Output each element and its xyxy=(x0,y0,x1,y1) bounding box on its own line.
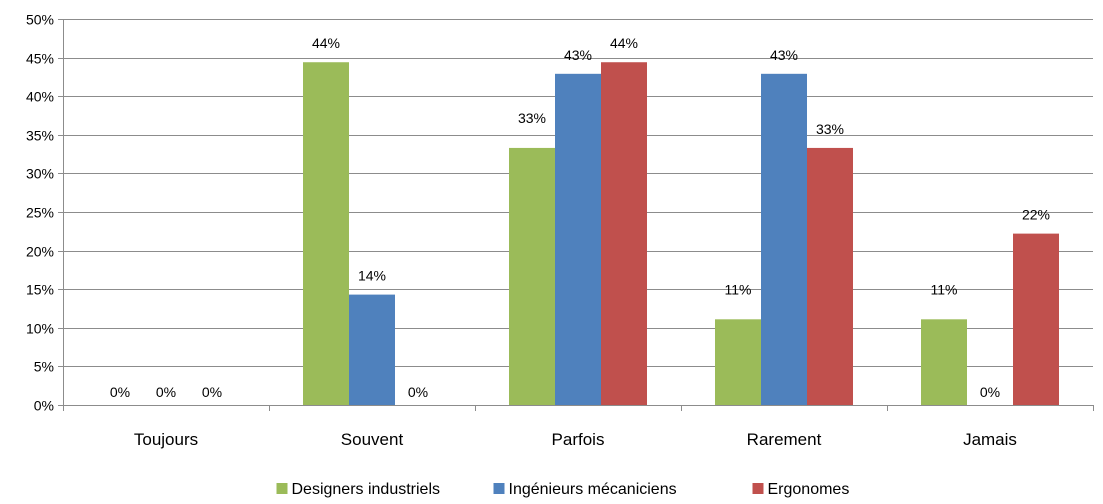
bar xyxy=(715,319,761,405)
data-label: 33% xyxy=(518,110,546,126)
data-label: 11% xyxy=(725,281,752,297)
legend-label: Designers industriels xyxy=(292,481,441,498)
legend-swatch xyxy=(494,483,505,494)
data-label: 43% xyxy=(770,47,798,63)
legend-item: Ingénieurs mécaniciens xyxy=(494,481,677,498)
data-label: 33% xyxy=(816,121,844,137)
y-tick-label: 45% xyxy=(26,51,54,67)
data-label: 43% xyxy=(564,47,592,63)
y-tick-label: 5% xyxy=(34,359,54,375)
data-label: 22% xyxy=(1022,207,1050,223)
x-tick-label: Toujours xyxy=(134,430,198,449)
y-tick-label: 15% xyxy=(26,282,54,298)
data-label: 0% xyxy=(156,384,176,400)
bar xyxy=(921,319,967,405)
y-tick-label: 25% xyxy=(26,205,54,221)
data-label: 14% xyxy=(358,268,386,284)
data-label: 44% xyxy=(610,35,638,51)
data-label: 0% xyxy=(110,384,130,400)
y-tick-label: 30% xyxy=(26,166,54,182)
bar xyxy=(303,62,349,405)
data-label: 44% xyxy=(312,35,340,51)
legend-label: Ergonomes xyxy=(768,481,850,498)
x-tick-label: Souvent xyxy=(341,430,404,449)
legend-swatch xyxy=(753,483,764,494)
legend-item: Ergonomes xyxy=(753,481,850,498)
bar xyxy=(555,74,601,405)
data-label: 0% xyxy=(408,384,428,400)
bar xyxy=(349,295,395,405)
bars xyxy=(303,62,1059,405)
data-label: 0% xyxy=(980,384,1000,400)
y-tick-label: 10% xyxy=(26,321,54,337)
bar xyxy=(509,148,555,405)
y-tick-label: 20% xyxy=(26,244,54,260)
bar xyxy=(761,74,807,405)
data-label: 11% xyxy=(931,281,958,297)
y-tick-label: 0% xyxy=(34,398,54,414)
legend-label: Ingénieurs mécaniciens xyxy=(509,481,677,498)
legend-item: Designers industriels xyxy=(277,481,441,498)
y-tick-label: 40% xyxy=(26,89,54,105)
y-tick-label: 50% xyxy=(26,12,54,28)
x-tick-label: Jamais xyxy=(963,430,1017,449)
x-tick-label: Rarement xyxy=(747,430,822,449)
legend-swatch xyxy=(277,483,288,494)
bar xyxy=(1013,234,1059,405)
data-label: 0% xyxy=(202,384,222,400)
bar xyxy=(601,62,647,405)
x-tick-label: Parfois xyxy=(552,430,605,449)
bar xyxy=(807,148,853,405)
y-tick-label: 35% xyxy=(26,128,54,144)
legend: Designers industriels Ingénieurs mécanici… xyxy=(277,481,850,498)
